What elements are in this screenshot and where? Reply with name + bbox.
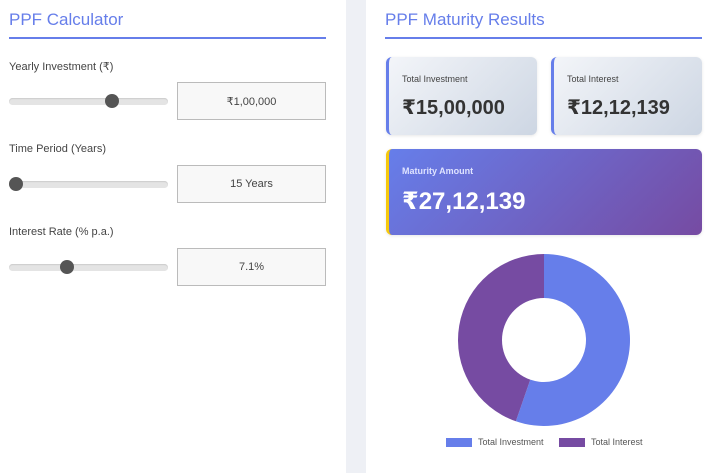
calculator-title: PPF Calculator bbox=[9, 10, 124, 29]
total-interest-label: Total Interest bbox=[567, 74, 619, 84]
title-divider bbox=[9, 37, 326, 39]
interest-rate-label: Interest Rate (% p.a.) bbox=[9, 226, 114, 238]
results-divider bbox=[385, 37, 702, 39]
maturity-amount-value: ₹27,12,139 bbox=[402, 188, 526, 215]
donut-slice-investment[interactable] bbox=[515, 254, 630, 426]
legend-swatch bbox=[446, 437, 472, 447]
total-interest-card: Total Interest ₹12,12,139 bbox=[551, 57, 702, 135]
legend-item-investment[interactable]: Total Investment bbox=[446, 437, 544, 447]
time-period-label: Time Period (Years) bbox=[9, 143, 106, 155]
legend-label: Total Interest bbox=[591, 437, 643, 447]
legend-swatch bbox=[559, 437, 585, 447]
yearly-investment-input[interactable]: ₹1,00,000 bbox=[177, 82, 326, 120]
legend-item-interest[interactable]: Total Interest bbox=[559, 437, 643, 447]
calculator-panel: PPF Calculator Yearly Investment (₹) ₹1,… bbox=[0, 0, 346, 473]
time-period-input[interactable]: 15 Years bbox=[177, 165, 326, 203]
yearly-investment-slider[interactable] bbox=[9, 94, 168, 108]
yearly-investment-label: Yearly Investment (₹) bbox=[9, 61, 114, 73]
donut-chart bbox=[457, 254, 630, 426]
total-interest-value: ₹12,12,139 bbox=[567, 97, 670, 119]
slider-thumb[interactable] bbox=[59, 260, 74, 274]
maturity-amount-card: Maturity Amount ₹27,12,139 bbox=[386, 149, 702, 235]
interest-rate-slider[interactable] bbox=[9, 260, 168, 274]
total-investment-card: Total Investment ₹15,00,000 bbox=[386, 57, 537, 135]
legend-label: Total Investment bbox=[478, 437, 544, 447]
maturity-amount-label: Maturity Amount bbox=[402, 166, 474, 176]
results-title: PPF Maturity Results bbox=[385, 10, 545, 29]
results-panel: PPF Maturity Results Total Investment ₹1… bbox=[366, 0, 713, 473]
time-period-slider[interactable] bbox=[9, 177, 168, 191]
total-investment-value: ₹15,00,000 bbox=[402, 97, 505, 119]
interest-rate-input[interactable]: 7.1% bbox=[177, 248, 326, 286]
donut-slice-interest[interactable] bbox=[457, 254, 544, 422]
slider-thumb[interactable] bbox=[104, 94, 119, 108]
slider-thumb[interactable] bbox=[9, 177, 23, 191]
total-investment-label: Total Investment bbox=[402, 74, 468, 84]
